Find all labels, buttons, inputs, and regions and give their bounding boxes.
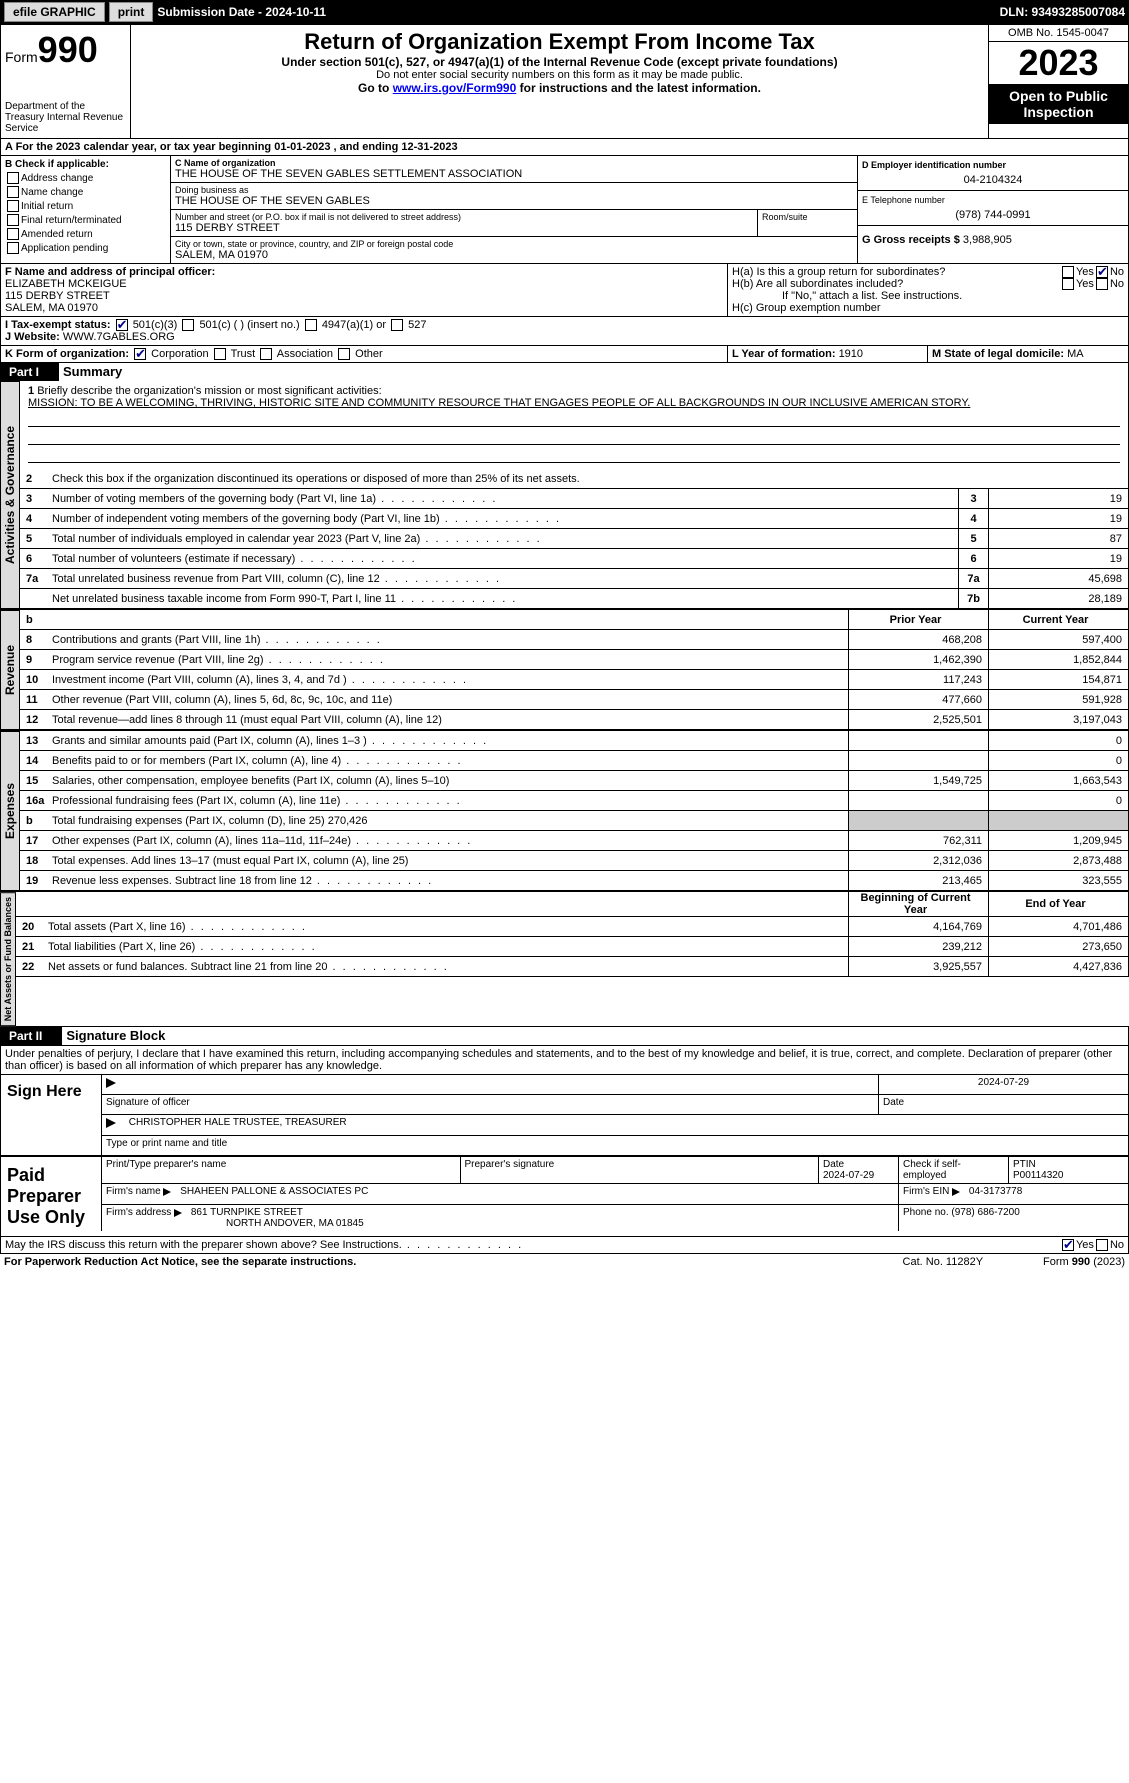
perjury-text: Under penalties of perjury, I declare th… <box>0 1045 1129 1074</box>
arrow-icon <box>163 1188 177 1196</box>
arrow-icon <box>174 1209 188 1217</box>
cb-other[interactable] <box>338 348 350 360</box>
org-form-block: K Form of organization: Corporation Trus… <box>0 346 1129 363</box>
cb-hb-yes[interactable] <box>1062 278 1074 290</box>
form-subtitle: Under section 501(c), 527, or 4947(a)(1)… <box>135 55 984 69</box>
box-c-street-row: Number and street (or P.O. box if mail i… <box>171 210 857 237</box>
box-c-name: C Name of organization THE HOUSE OF THE … <box>171 156 857 183</box>
efile-button[interactable]: efile GRAPHIC <box>4 2 105 22</box>
sign-here-label: Sign Here <box>1 1075 101 1155</box>
cb-discuss-no[interactable] <box>1096 1239 1108 1251</box>
box-b: B Check if applicable: Address change Na… <box>1 156 171 263</box>
cb-ha-yes[interactable] <box>1062 266 1074 278</box>
cb-app-pending[interactable] <box>7 242 19 254</box>
box-c-city: City or town, state or province, country… <box>171 237 857 263</box>
form-header: Form990 Department of the Treasury Inter… <box>0 24 1129 139</box>
status-website-block: I Tax-exempt status: 501(c)(3) 501(c) ( … <box>0 317 1129 346</box>
tab-revenue: Revenue <box>0 610 20 730</box>
footer: For Paperwork Reduction Act Notice, see … <box>0 1254 1129 1270</box>
cb-527[interactable] <box>391 319 403 331</box>
omb-number: OMB No. 1545-0047 <box>989 25 1128 42</box>
activities-governance: Activities & Governance 1 Briefly descri… <box>0 381 1129 610</box>
form-number: Form990 <box>5 29 126 71</box>
section-a: A For the 2023 calendar year, or tax yea… <box>0 139 1129 156</box>
box-m: M State of legal domicile: MA <box>928 346 1128 362</box>
tab-activities: Activities & Governance <box>0 381 20 609</box>
cb-ha-no[interactable] <box>1096 266 1108 278</box>
goto-line: Go to www.irs.gov/Form990 for instructio… <box>135 81 984 95</box>
dln: DLN: 93493285007084 <box>1000 5 1125 19</box>
cb-4947[interactable] <box>305 319 317 331</box>
box-i: I Tax-exempt status: 501(c)(3) 501(c) ( … <box>5 319 1124 331</box>
box-e: E Telephone number (978) 744-0991 <box>858 191 1128 226</box>
box-h: H(a) Is this a group return for subordin… <box>728 264 1128 316</box>
cb-assoc[interactable] <box>260 348 272 360</box>
cb-address-change[interactable] <box>7 172 19 184</box>
ssn-warning: Do not enter social security numbers on … <box>135 69 984 81</box>
identity-block: B Check if applicable: Address change Na… <box>0 156 1129 264</box>
box-g: G Gross receipts $ 3,988,905 <box>858 226 1128 248</box>
box-j: J Website: WWW.7GABLES.ORG <box>5 331 1124 343</box>
tax-year: 2023 <box>989 42 1128 84</box>
box-d: D Employer identification number 04-2104… <box>858 156 1128 191</box>
top-bar: efile GRAPHIC print Submission Date - 20… <box>0 0 1129 24</box>
cb-initial-return[interactable] <box>7 200 19 212</box>
paid-preparer-block: Paid Preparer Use Only Print/Type prepar… <box>0 1157 1129 1237</box>
arrow-icon <box>106 1078 126 1088</box>
cb-final-return[interactable] <box>7 214 19 226</box>
cb-trust[interactable] <box>214 348 226 360</box>
submission-date: Submission Date - 2024-10-11 <box>157 5 326 19</box>
tab-net-assets: Net Assets or Fund Balances <box>0 892 16 1026</box>
irs-link[interactable]: www.irs.gov/Form990 <box>393 81 517 95</box>
expenses-section: Expenses 13Grants and similar amounts pa… <box>0 731 1129 892</box>
cb-name-change[interactable] <box>7 186 19 198</box>
form-footer: Form 990 (2023) <box>1043 1256 1125 1268</box>
treasury-dept: Department of the Treasury Internal Reve… <box>5 101 126 134</box>
arrow-icon <box>952 1188 966 1196</box>
cb-501c[interactable] <box>182 319 194 331</box>
form-title: Return of Organization Exempt From Incom… <box>135 29 984 55</box>
open-to-public: Open to Public Inspection <box>989 84 1128 124</box>
part2-header: Part IISignature Block <box>0 1027 1129 1045</box>
cb-501c3[interactable] <box>116 319 128 331</box>
box-c-dba: Doing business as THE HOUSE OF THE SEVEN… <box>171 183 857 210</box>
officer-group-block: F Name and address of principal officer:… <box>0 264 1129 317</box>
cb-corp[interactable] <box>134 348 146 360</box>
arrow-icon <box>106 1118 126 1128</box>
sign-here-block: Sign Here 2024-07-29 Signature of office… <box>0 1074 1129 1157</box>
revenue-section: Revenue bPrior YearCurrent Year 8Contrib… <box>0 610 1129 731</box>
box-l: L Year of formation: 1910 <box>728 346 928 362</box>
paid-preparer-label: Paid Preparer Use Only <box>1 1157 101 1236</box>
part1-header: Part ISummary <box>0 363 1129 381</box>
box-f: F Name and address of principal officer:… <box>1 264 728 316</box>
print-button[interactable]: print <box>109 2 154 22</box>
tab-expenses: Expenses <box>0 731 20 891</box>
cb-hb-no[interactable] <box>1096 278 1108 290</box>
box-k: K Form of organization: Corporation Trus… <box>1 346 728 362</box>
cb-discuss-yes[interactable] <box>1062 1239 1074 1251</box>
cb-amended[interactable] <box>7 228 19 240</box>
discuss-row: May the IRS discuss this return with the… <box>0 1237 1129 1254</box>
net-assets-section: Net Assets or Fund Balances Beginning of… <box>0 892 1129 1027</box>
